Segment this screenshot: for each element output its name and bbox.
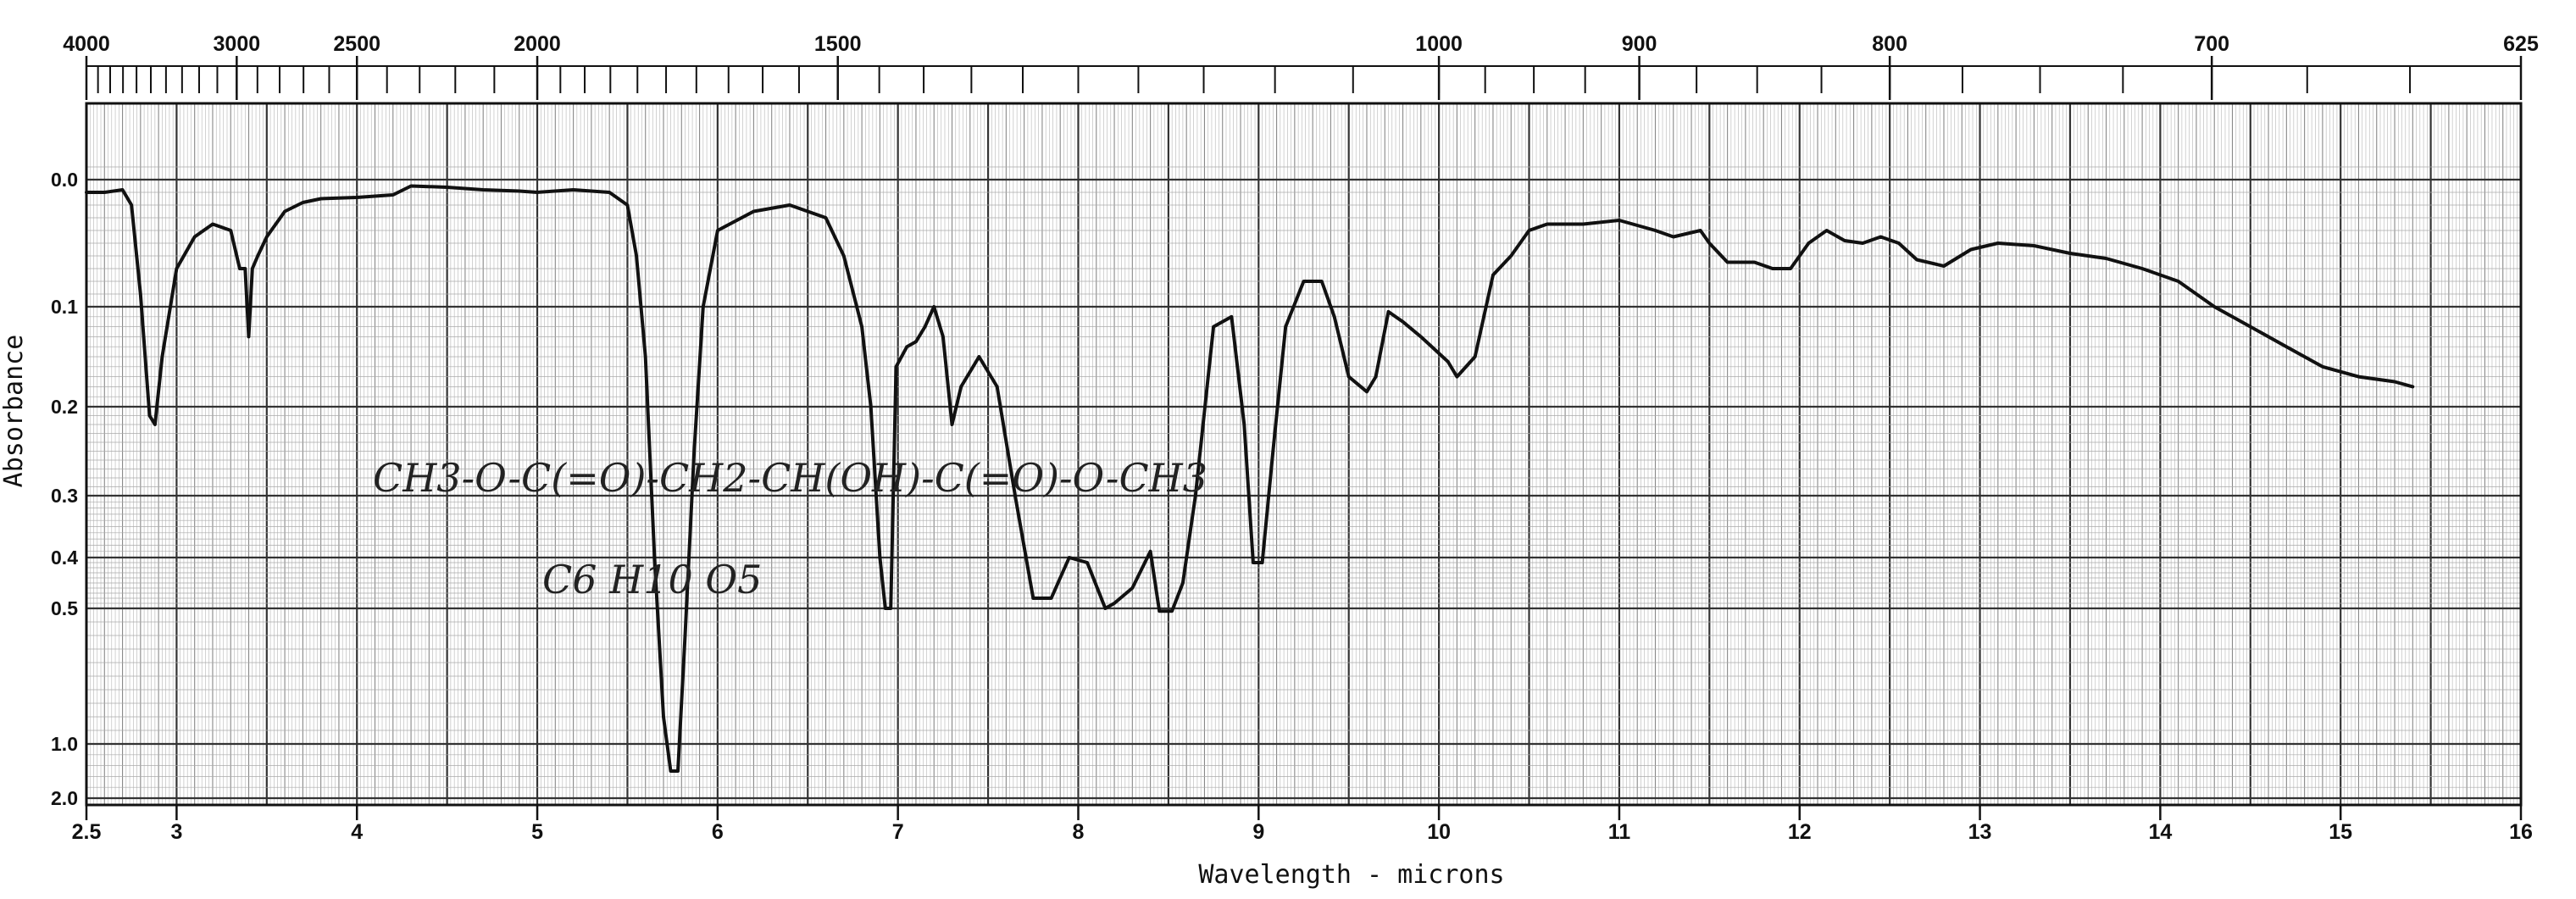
bottom-tick-label: 2.5 <box>72 820 102 844</box>
bottom-tick-label: 6 <box>712 820 724 844</box>
plot-frame <box>85 65 2523 807</box>
bottom-tick-label: 9 <box>1252 820 1264 844</box>
bottom-tick-label: 10 <box>1427 820 1451 844</box>
top-tick-label: 1500 <box>814 32 862 56</box>
spectrum-line <box>85 184 2415 773</box>
top-tick-label: 1000 <box>1415 32 1463 56</box>
top-tick-label: 900 <box>1622 32 1657 56</box>
top-tick-label: 700 <box>2194 32 2229 56</box>
y-tick-label: 0.4 <box>51 547 78 569</box>
bottom-tick-label: 8 <box>1073 820 1085 844</box>
top-tick-label: 2500 <box>333 32 380 56</box>
bottom-tick-label: 3 <box>170 820 182 844</box>
y-tick-label: 2.0 <box>51 787 78 809</box>
plot-border <box>85 102 2523 807</box>
annotation-layer: CH3-O-C(=O)-CH2-CH(OH)-C(=O)-O-CH3 C6 H10… <box>373 455 1208 602</box>
top-tick-label: 4000 <box>63 32 110 56</box>
top-tick-label: 625 <box>2503 32 2539 56</box>
y-tick-label: 0.3 <box>51 485 78 507</box>
bottom-axis: 2.5 3 4 5 6 7 8 9 10 11 12 13 14 15 16 <box>72 805 2533 844</box>
top-tick-label: 3000 <box>214 32 261 56</box>
bottom-tick-label: 4 <box>351 820 363 844</box>
molecular-formula-annotation: C6 H10 O5 <box>542 557 762 602</box>
y-tick-label: 0.5 <box>51 597 78 619</box>
top-axis: 4000 3000 2500 2000 1500 1000 900 800 700 625 <box>63 32 2539 100</box>
y-tick-label: 1.0 <box>51 733 78 755</box>
top-tick-label: 800 <box>1872 32 1907 56</box>
x-axis-label: Wavelength - microns <box>1198 860 1504 890</box>
plot-grid <box>85 103 2523 805</box>
bottom-tick-label: 7 <box>892 820 904 844</box>
bottom-tick-label: 15 <box>2329 820 2352 844</box>
structural-formula-annotation: CH3-O-C(=O)-CH2-CH(OH)-C(=O)-O-CH3 <box>373 455 1208 501</box>
y-axis: 0.0 0.1 0.2 0.3 0.4 0.5 1.0 2.0 <box>51 169 78 809</box>
top-tick-label: 2000 <box>514 32 561 56</box>
y-tick-label: 0.2 <box>51 396 78 418</box>
bottom-tick-label: 14 <box>2148 820 2172 844</box>
bottom-tick-label: 12 <box>1788 820 1812 844</box>
bottom-tick-label: 11 <box>1608 820 1631 844</box>
series-layer <box>85 184 2415 773</box>
y-axis-label: Absorbance <box>0 335 29 488</box>
bottom-tick-label: 13 <box>1968 820 1992 844</box>
bottom-tick-label: 5 <box>531 820 543 844</box>
bottom-tick-label: 16 <box>2509 820 2533 844</box>
y-tick-label: 0.1 <box>51 296 78 318</box>
y-tick-label: 0.0 <box>51 169 78 191</box>
